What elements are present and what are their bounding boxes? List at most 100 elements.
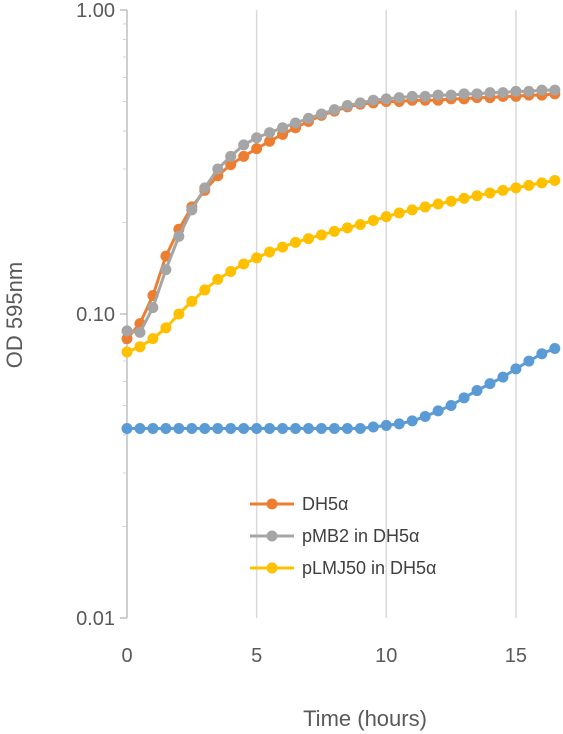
data-point: [238, 150, 250, 162]
data-point: [238, 423, 250, 435]
series-line: [126, 178, 556, 354]
axis-layer: 0.01 0.10 1.00 0 5 10 15: [76, 0, 527, 667]
data-point: [367, 421, 379, 433]
data-point: [212, 273, 224, 285]
data-point: [393, 207, 405, 219]
data-point: [510, 182, 522, 194]
data-point: [212, 163, 224, 175]
data-point: [264, 246, 276, 258]
data-point: [536, 84, 548, 96]
data-point: [341, 222, 353, 234]
x-tick-label: 5: [251, 645, 262, 667]
data-point: [432, 89, 444, 101]
data-point: [225, 150, 237, 162]
data-point: [497, 371, 509, 383]
series-2: [121, 174, 561, 358]
data-point: [160, 322, 172, 334]
series-3: [121, 343, 561, 435]
data-point: [328, 104, 340, 116]
data-point: [251, 143, 263, 155]
x-tick-label: 10: [375, 645, 397, 667]
data-point: [186, 295, 198, 307]
data-point: [549, 174, 561, 186]
data-point: [302, 423, 314, 435]
data-point: [134, 326, 146, 338]
data-point: [315, 423, 327, 435]
data-point: [251, 252, 263, 264]
legend-label: DH5α: [302, 494, 348, 514]
data-point: [536, 348, 548, 360]
data-point: [199, 284, 211, 296]
data-point: [393, 92, 405, 104]
legend: DH5α pMB2 in DH5α pLMJ50 in DH5α: [250, 494, 436, 578]
data-point: [121, 423, 133, 435]
data-point: [419, 201, 431, 213]
series-line: [126, 88, 555, 334]
data-point: [536, 177, 548, 189]
data-point: [367, 215, 379, 227]
data-point: [549, 84, 561, 96]
data-point: [212, 423, 224, 435]
data-point: [134, 341, 146, 353]
data-point: [432, 198, 444, 210]
y-tick-label: 0.01: [76, 608, 115, 630]
data-point: [484, 87, 496, 99]
data-point: [160, 264, 172, 276]
data-point: [186, 204, 198, 216]
legend-item: DH5α: [250, 494, 348, 514]
data-point: [315, 108, 327, 120]
data-point: [341, 100, 353, 112]
data-point: [380, 419, 392, 431]
legend-swatch-marker: [266, 498, 278, 510]
data-point: [471, 190, 483, 202]
data-point: [432, 405, 444, 417]
data-point: [471, 385, 483, 397]
data-point: [445, 400, 457, 412]
data-point: [354, 218, 366, 230]
data-point: [238, 258, 250, 270]
data-point: [393, 418, 405, 430]
y-tick-label: 1.00: [76, 0, 115, 22]
data-point: [277, 241, 289, 253]
data-point: [238, 139, 250, 151]
data-point: [458, 88, 470, 100]
data-point: [523, 355, 535, 367]
data-point: [458, 392, 470, 404]
x-tick-label: 0: [121, 645, 132, 667]
data-point: [173, 423, 185, 435]
data-point: [277, 423, 289, 435]
data-point: [510, 363, 522, 375]
data-point: [549, 343, 561, 355]
data-point: [484, 378, 496, 390]
data-point: [173, 308, 185, 320]
data-point: [445, 89, 457, 101]
data-point: [225, 159, 237, 171]
data-point: [264, 135, 276, 147]
data-point: [380, 211, 392, 223]
data-point: [147, 333, 159, 345]
x-axis-title: Time (hours): [303, 706, 427, 731]
data-point: [510, 85, 522, 97]
data-point: [121, 333, 133, 345]
legend-swatch-marker: [266, 530, 278, 542]
y-tick-label: 0.10: [76, 304, 115, 326]
data-point: [497, 184, 509, 196]
data-point: [121, 346, 133, 358]
data-point: [186, 423, 198, 435]
data-point: [315, 229, 327, 241]
data-point: [328, 423, 340, 435]
series-layer: [121, 84, 561, 435]
data-point: [419, 411, 431, 423]
data-point: [354, 97, 366, 109]
data-point: [264, 423, 276, 435]
data-point: [406, 415, 418, 427]
data-point: [406, 90, 418, 102]
data-point: [290, 236, 302, 248]
data-point: [367, 94, 379, 106]
data-point: [251, 132, 263, 144]
data-point: [471, 88, 483, 100]
legend-item: pLMJ50 in DH5α: [250, 558, 436, 578]
data-point: [121, 325, 133, 337]
